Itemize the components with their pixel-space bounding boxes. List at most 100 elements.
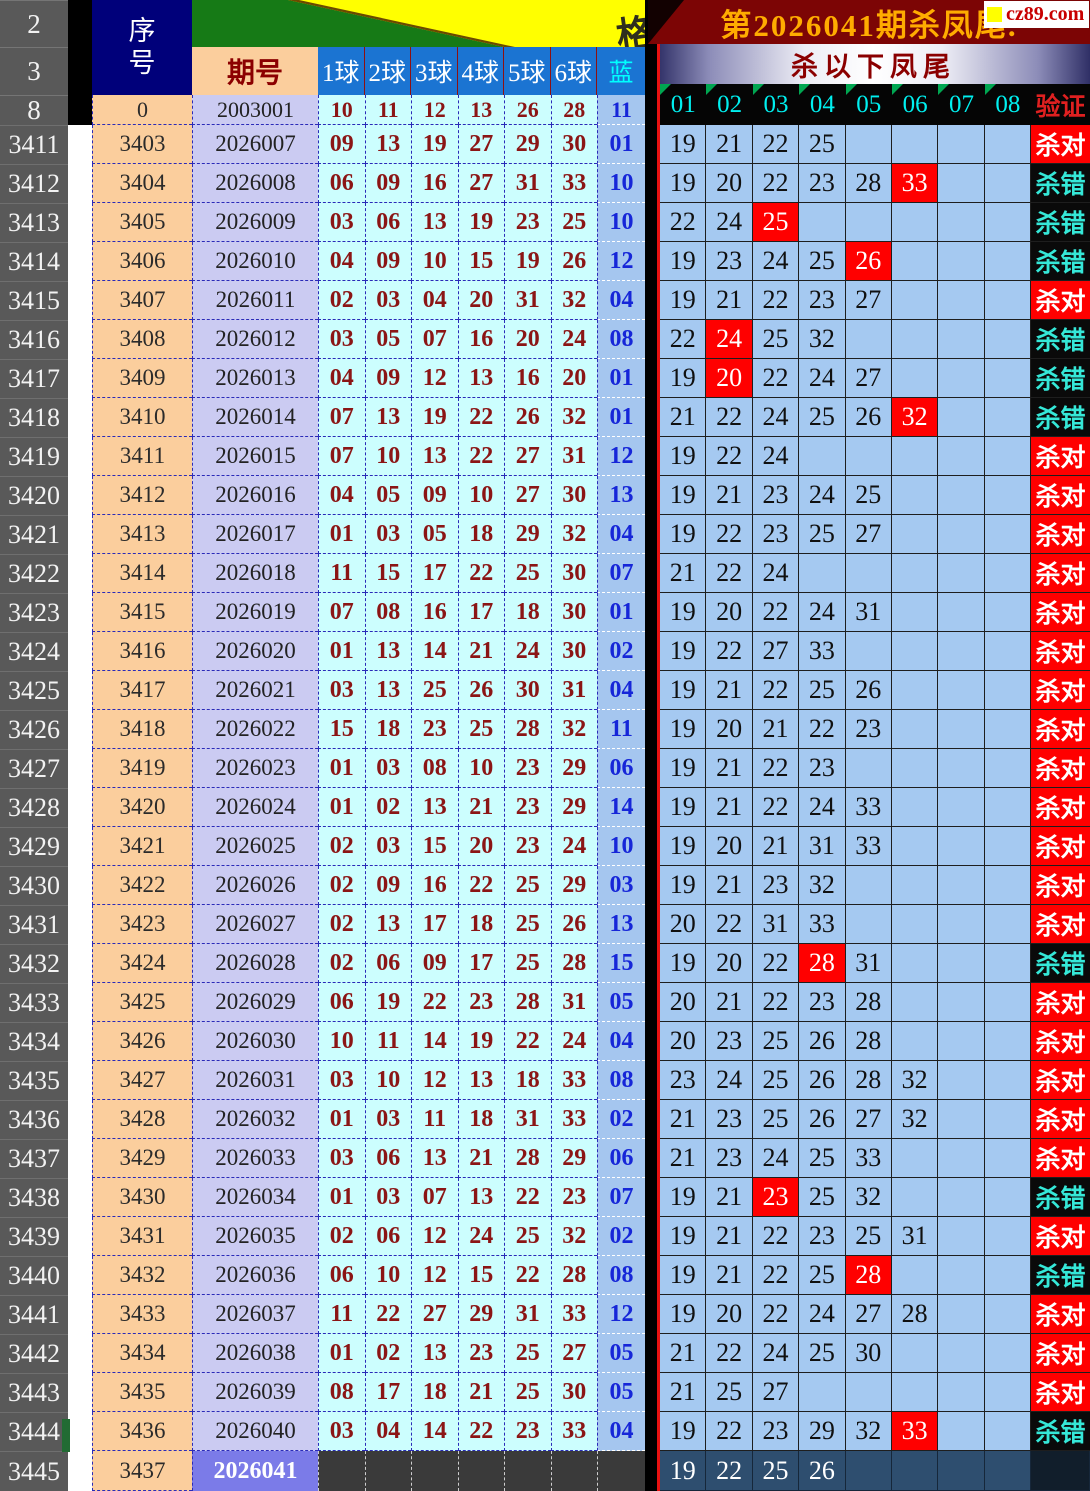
tail-cell [938,593,985,632]
tail-cell [891,788,939,827]
strip-cell [68,632,92,671]
gutter-cell: 3443 [0,1373,68,1412]
blue-cell: 15 [597,944,645,983]
tail-cell [938,1451,985,1491]
tail-cell [891,866,939,905]
tail-cell: 21 [706,983,753,1022]
tail-cell [938,1412,985,1451]
left-row: 3428 3420 2026024 01 02 13 21 23 29 14 [0,788,645,827]
ball-cell: 15 [411,827,458,866]
tail-cell: 25 [752,320,800,359]
gutter-cell: 3429 [0,827,68,866]
tail-cell: 25 [799,125,846,164]
corner-marker-icon [799,84,811,95]
tail-cell: 19 [660,827,707,866]
gutter-cell: 3435 [0,1061,68,1100]
tail-cell [984,1256,1032,1295]
green-marker [62,1419,70,1452]
right-row: 19 22 23 25 27 杀对 [660,515,1090,554]
tail-cell: 21 [706,749,753,788]
ball-cell: 04 [364,1412,411,1451]
ball-cell: 21 [457,632,504,671]
left-row: 3411 3403 2026007 09 13 19 27 29 30 01 [0,125,645,164]
tail-cell [984,1334,1032,1373]
tail-cell [938,1334,985,1373]
left-row: 3437 3429 2026033 03 06 13 21 28 29 06 [0,1139,645,1178]
verify-cell: 杀错 [1031,944,1090,983]
tail-cell [891,437,939,476]
table-row: 3433 3425 2026029 06 19 22 23 28 31 05 20 21 22 23 28 杀… [0,983,1090,1022]
ball-cell: 18 [504,1061,551,1100]
tail-cell [938,359,985,398]
gutter-cell: 3442 [0,1334,68,1373]
logo-text: cz89.com [1006,3,1085,25]
ball-cell: 08 [364,593,411,632]
ball-cell: 19 [364,983,411,1022]
verify-cell: 杀对 [1031,476,1090,515]
period-cell: 2026039 [192,1373,318,1412]
ball-cell: 15 [364,554,411,593]
tail-cell [984,554,1032,593]
ball-cell: 20 [550,359,597,398]
tail-cell: 20 [706,164,753,203]
ball-cell: 15 [318,710,365,749]
verify-cell: 杀对 [1031,983,1090,1022]
tail-cell: 20 [706,593,753,632]
tail-cell: 26 [845,671,892,710]
page-title: 第2026041期杀凤尾. [720,7,1018,43]
ball-cell: 02 [318,281,365,320]
tail-column-header: 04 [799,84,846,125]
tail-cell [938,1373,985,1412]
tail-cell [984,359,1032,398]
ball-cell: 22 [457,866,504,905]
left-row: 3430 3422 2026026 02 09 16 22 25 29 03 [0,866,645,905]
tail-cell: 28 [845,1061,892,1100]
strip-cell [68,320,92,359]
verify-cell: 杀对 [1031,788,1090,827]
right-row: 19 21 22 25 28 杀错 [660,1256,1090,1295]
ball-header-row: 1球 2球 3球 4球 5球 6球 蓝 [318,47,645,95]
ball-cell: 23 [504,788,551,827]
right-row: 19 21 23 24 25 杀对 [660,476,1090,515]
ball-cell: 13 [364,125,411,164]
blue-cell: 06 [597,1139,645,1178]
tail-cell: 28 [845,983,892,1022]
tail-cell [984,1022,1032,1061]
left-row: 3436 3428 2026032 01 03 11 18 31 33 02 [0,1100,645,1139]
table-row: 3411 3403 2026007 09 13 19 27 29 30 01 19 21 22 25 杀对 [0,125,1090,164]
ball-cell: 01 [318,788,365,827]
site-logo-link[interactable]: cz89.com [984,1,1089,28]
ball-cell: 29 [550,866,597,905]
tail-cell: 33 [845,788,892,827]
tail-cell [799,1373,846,1412]
tail-cell [938,905,985,944]
ball-cell: 26 [504,398,551,437]
left-row: 3441 3433 2026037 11 22 27 29 31 33 12 [0,1295,645,1334]
tail-cell: 24 [799,1295,846,1334]
ball-cell: 10 [457,749,504,788]
period-cell: 2026014 [192,398,318,437]
ball-cell: 19 [411,398,458,437]
tail-cell [984,164,1032,203]
panel-left-border [657,44,660,1491]
verify-cell [1031,1451,1090,1491]
verify-cell: 杀错 [1031,1256,1090,1295]
verify-cell: 杀对 [1031,671,1090,710]
table-row: 3420 3412 2026016 04 05 09 10 27 30 13 19 21 23 24 25 杀… [0,476,1090,515]
blue-cell: 04 [597,1412,645,1451]
corner-marker-icon [706,84,718,95]
tail-cell: 21 [706,1178,753,1217]
strip-cell [68,1139,92,1178]
blue-cell: 06 [597,749,645,788]
verify-cell: 杀对 [1031,1217,1090,1256]
period-cell: 2026028 [192,944,318,983]
tail-cell: 22 [752,593,800,632]
tail-cell [984,1451,1032,1491]
ball-cell: 18 [457,515,504,554]
table-row: 3419 3411 2026015 07 10 13 22 27 31 12 19 22 24 杀对 [0,437,1090,476]
ball-cell: 07 [411,1178,458,1217]
blue-cell: 10 [597,203,645,242]
ball-cell: 33 [550,1100,597,1139]
tail-cell [984,1139,1032,1178]
ball-cell: 22 [457,437,504,476]
